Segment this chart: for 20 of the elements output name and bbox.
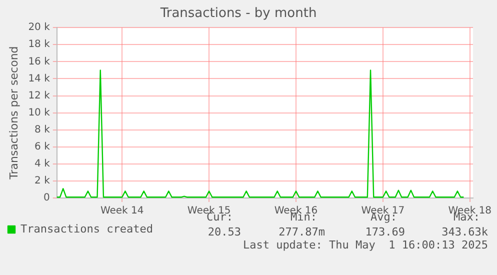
y-tick-label: 12 k bbox=[28, 90, 50, 102]
y-tick-label: 20 k bbox=[28, 22, 50, 34]
y-tick-label: 0 bbox=[44, 192, 50, 204]
x-tick-label: Week 14 bbox=[100, 206, 144, 217]
text: 277.87m bbox=[278, 225, 326, 238]
y-tick-label: 18 k bbox=[28, 39, 50, 50]
y-tick-label: 4 k bbox=[34, 158, 50, 170]
y-tick-label: 14 k bbox=[28, 73, 50, 84]
y-axis-title: Transactions per second bbox=[7, 46, 20, 180]
y-tick-label: 8 k bbox=[34, 124, 50, 136]
y-tick-label: 10 k bbox=[28, 107, 50, 118]
chart-title: Transactions - by month bbox=[159, 6, 317, 22]
y-tick-label: 16 k bbox=[28, 56, 50, 68]
text: 173.69 bbox=[365, 225, 405, 238]
y-tick-label: 6 k bbox=[34, 141, 50, 152]
y-tick-label: 2 k bbox=[34, 176, 50, 187]
text: 343.63k bbox=[442, 225, 488, 238]
text: Last update: Thu May 1 16:00:13 2025 bbox=[242, 238, 488, 252]
text: 20.53 bbox=[208, 225, 241, 238]
legend-label: Transactions created bbox=[20, 222, 153, 236]
